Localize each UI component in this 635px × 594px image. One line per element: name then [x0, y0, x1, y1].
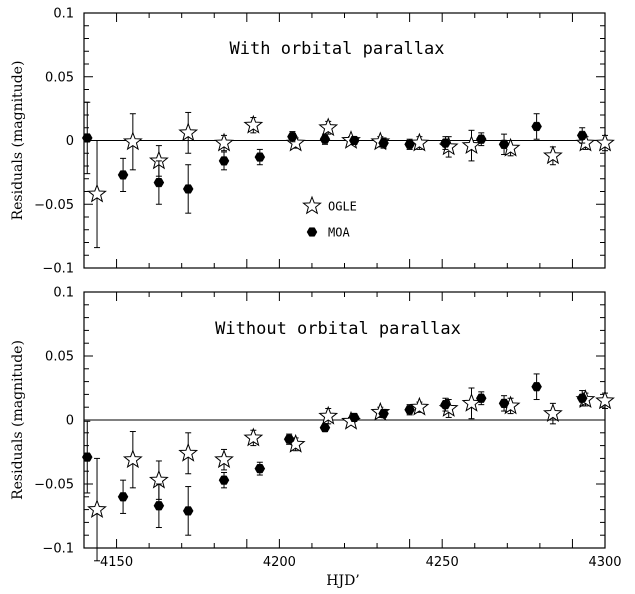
moa-point: [498, 139, 510, 149]
moa-point: [498, 398, 510, 408]
moa-point: [348, 135, 360, 146]
ogle-point: [595, 390, 615, 410]
legend: OGLE MOA: [302, 195, 357, 240]
moa-point: [378, 138, 389, 148]
moa-point: [117, 170, 129, 180]
moa-point: [531, 382, 542, 392]
legend-ogle-label: OGLE: [328, 200, 357, 214]
y-tick-label: 0: [66, 414, 74, 429]
ogle-point: [243, 114, 264, 134]
ogle-point: [461, 135, 482, 155]
legend-ogle-marker: [302, 195, 322, 215]
y-tick-label: −0.05: [34, 198, 74, 213]
moa-point: [576, 393, 588, 403]
ogle-point: [318, 117, 339, 137]
y-axis-label: Residuals (magnitude): [10, 61, 26, 221]
ogle-point: [178, 122, 199, 142]
ogle-point: [595, 132, 615, 152]
ogle-point: [122, 131, 143, 151]
moa-point: [319, 423, 331, 433]
ogle-point: [542, 403, 563, 423]
moa-point: [182, 184, 194, 194]
y-tick-label: 0.1: [53, 7, 74, 22]
moa-point: [153, 501, 165, 511]
moa-point: [254, 152, 266, 162]
moa-point: [404, 405, 415, 415]
ogle-point: [542, 145, 563, 165]
moa-point: [440, 138, 451, 148]
moa-point: [254, 464, 266, 474]
series-ogle: [87, 111, 615, 249]
moa-point: [576, 130, 588, 140]
ogle-point: [409, 396, 430, 416]
moa-point: [182, 506, 194, 516]
series-moa: [81, 101, 588, 214]
ogle-point: [318, 405, 339, 425]
y-axis-label: Residuals (magnitude): [10, 340, 26, 500]
legend-moa-marker: [306, 227, 318, 237]
ogle-point: [409, 132, 430, 152]
y-tick-label: 0: [66, 134, 74, 149]
y-tick-label: −0.1: [42, 542, 74, 557]
moa-point: [440, 400, 451, 410]
moa-point: [283, 434, 295, 444]
moa-point: [218, 475, 230, 485]
ogle-point: [87, 183, 107, 203]
moa-point: [378, 409, 389, 419]
series-moa: [81, 373, 588, 536]
ogle-point: [178, 442, 199, 462]
panel-with-parallax: −0.1 −0.05 0 0.05 0.1 Residuals (magnitude) Wi…: [10, 7, 615, 277]
x-tick-label: 4150: [100, 555, 133, 570]
moa-point: [153, 177, 165, 188]
y-tick-label: −0.1: [42, 262, 74, 277]
panel-title: With orbital parallax: [230, 39, 445, 59]
ogle-point: [575, 132, 596, 152]
moa-point: [348, 412, 360, 423]
ogle-point: [243, 427, 264, 447]
ogle-point: [214, 449, 234, 469]
x-axis-label: HJD’: [326, 573, 360, 589]
moa-point: [319, 134, 331, 144]
moa-point: [475, 393, 487, 403]
y-tick-label: 0.1: [53, 286, 74, 301]
moa-point: [475, 134, 487, 144]
moa-point: [81, 452, 93, 462]
ogle-point: [122, 449, 143, 469]
ogle-point: [214, 132, 234, 152]
panel-title: Without orbital parallax: [215, 319, 461, 339]
y-tick-label: 0.05: [45, 70, 74, 85]
moa-point: [117, 492, 129, 502]
y-tick-label: −0.05: [34, 478, 74, 493]
panel-without-parallax: 4150 4200 4250 4300 −0.1 −0.05 0 0.05 0.1 Residua…: [10, 286, 622, 571]
moa-point: [287, 132, 298, 142]
moa-point: [81, 133, 93, 143]
y-tick-label: 0.05: [45, 350, 74, 365]
moa-point: [531, 121, 542, 132]
x-tick-label: 4250: [426, 555, 459, 570]
x-tick-label: 4200: [263, 555, 296, 570]
ogle-point: [87, 499, 107, 519]
moa-point: [404, 139, 415, 149]
moa-point: [218, 156, 230, 166]
x-tick-label: 4300: [588, 555, 621, 570]
legend-moa-label: MOA: [328, 226, 350, 240]
